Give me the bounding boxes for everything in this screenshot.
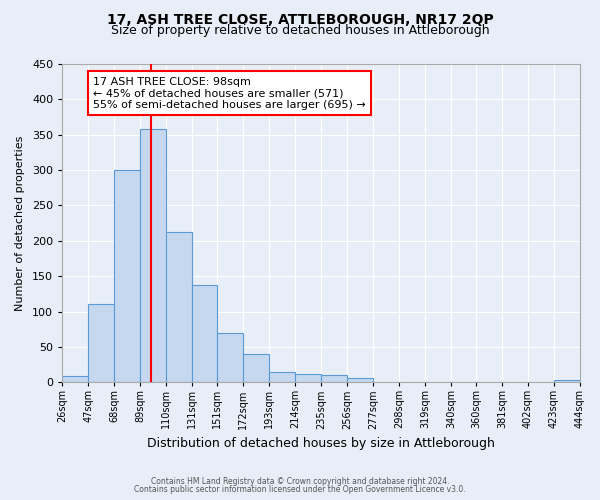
Bar xyxy=(62,376,88,382)
Text: 17, ASH TREE CLOSE, ATTLEBOROUGH, NR17 2QP: 17, ASH TREE CLOSE, ATTLEBOROUGH, NR17 2… xyxy=(107,12,493,26)
Text: Size of property relative to detached houses in Attleborough: Size of property relative to detached ho… xyxy=(110,24,490,37)
Bar xyxy=(217,332,243,382)
Text: Contains HM Land Registry data © Crown copyright and database right 2024.: Contains HM Land Registry data © Crown c… xyxy=(151,477,449,486)
Y-axis label: Number of detached properties: Number of detached properties xyxy=(15,136,25,311)
Bar xyxy=(554,380,580,382)
Text: 17 ASH TREE CLOSE: 98sqm
← 45% of detached houses are smaller (571)
55% of semi-: 17 ASH TREE CLOSE: 98sqm ← 45% of detach… xyxy=(93,76,366,110)
Bar xyxy=(243,354,269,382)
X-axis label: Distribution of detached houses by size in Attleborough: Distribution of detached houses by size … xyxy=(147,437,495,450)
Text: Contains public sector information licensed under the Open Government Licence v3: Contains public sector information licen… xyxy=(134,485,466,494)
Bar xyxy=(140,129,166,382)
Bar xyxy=(321,375,347,382)
Bar xyxy=(192,286,217,382)
Bar xyxy=(88,304,114,382)
Bar xyxy=(295,374,321,382)
Bar xyxy=(269,372,295,382)
Bar xyxy=(166,232,192,382)
Bar xyxy=(114,170,140,382)
Bar xyxy=(347,378,373,382)
